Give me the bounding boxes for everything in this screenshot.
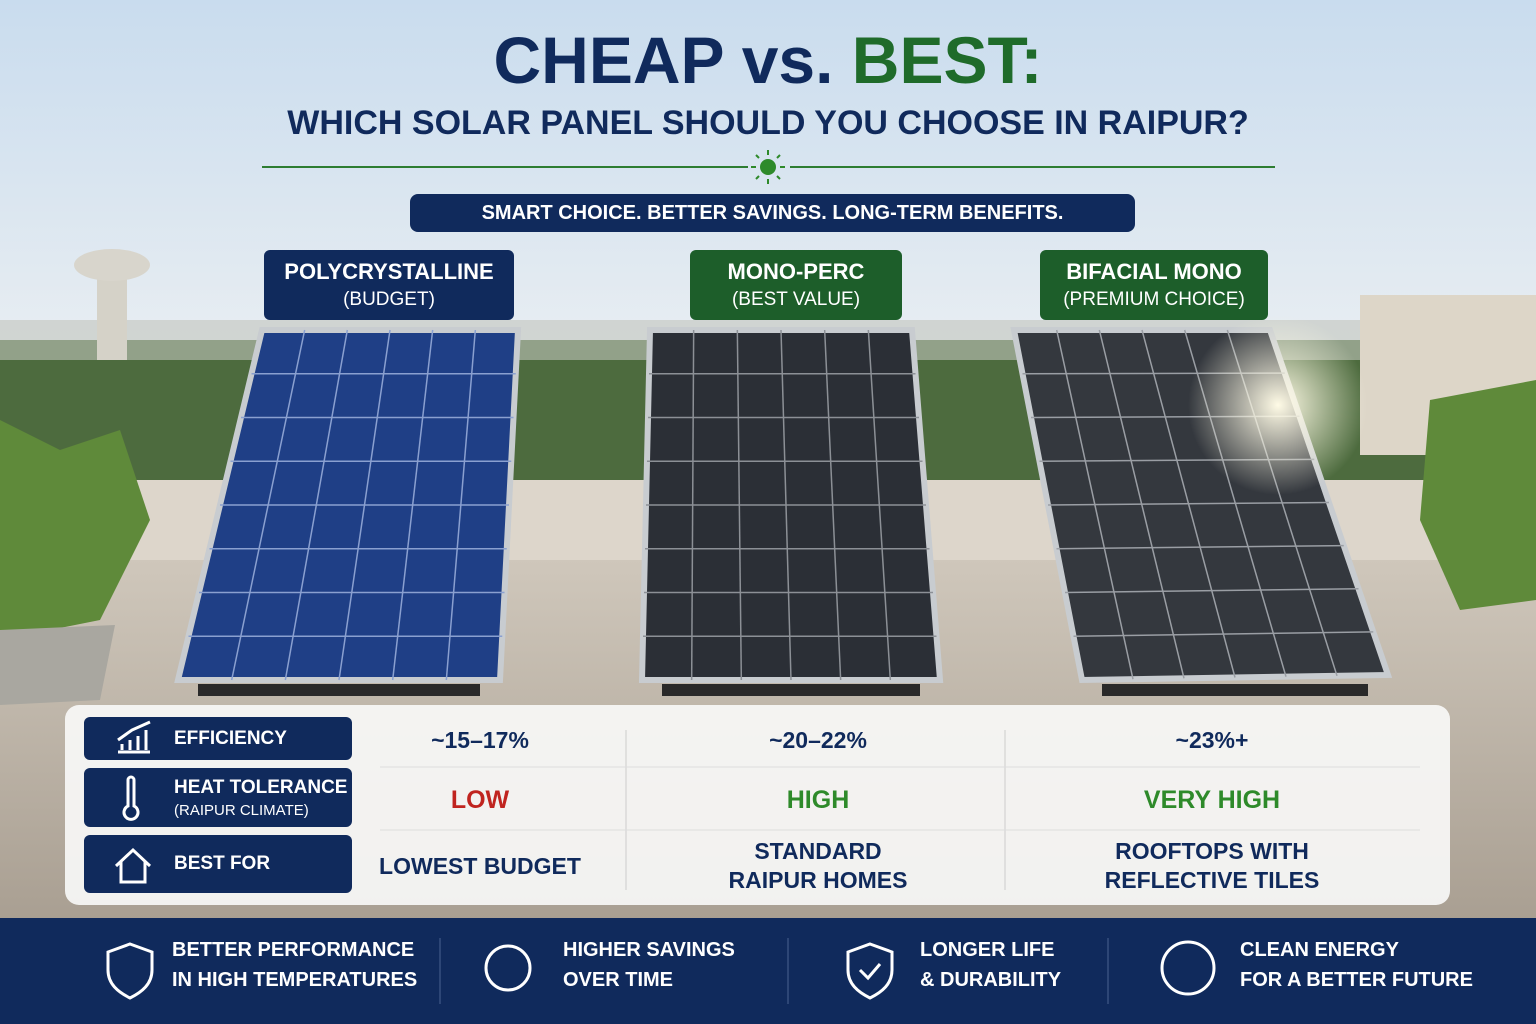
row-label-text: BEST FOR	[174, 853, 271, 874]
title: CHEAP vs. BEST:	[0, 22, 1536, 98]
cell-value: ~23%+	[1175, 727, 1249, 753]
footer-text: IN HIGH TEMPERATURES	[172, 969, 418, 991]
cell-value: ROOFTOPS WITH	[1115, 838, 1309, 864]
title-part: BEST:	[851, 23, 1043, 97]
subtitle: WHICH SOLAR PANEL SHOULD YOU CHOOSE IN R…	[287, 104, 1249, 142]
sun-rays	[751, 150, 785, 184]
plant	[1420, 380, 1536, 610]
panel-note: (BUDGET)	[343, 289, 435, 310]
sun-icon	[760, 159, 776, 175]
panel-cell-line	[1073, 631, 1374, 637]
panel-name: BIFACIAL MONO	[1066, 259, 1242, 284]
panel-stand	[1102, 684, 1368, 696]
cell-value: ~20–22%	[769, 727, 867, 753]
cell-value: LOWEST BUDGET	[379, 852, 581, 879]
tower-top	[74, 249, 150, 281]
row-label-text: EFFICIENCY	[174, 727, 287, 749]
leaf-icon	[1160, 940, 1216, 996]
sun-glare	[1188, 315, 1368, 495]
row-sublabel: (RAIPUR CLIMATE)	[174, 801, 309, 819]
cell-value: ~15–17%	[431, 727, 529, 753]
panel-stand	[662, 684, 920, 696]
cell-value: STANDARD	[754, 838, 882, 864]
panel-stand	[198, 684, 480, 696]
row-label-text: HEAT TOLERANCE	[174, 776, 348, 798]
footer	[0, 918, 1536, 1024]
cell-value: REFLECTIVE TILES	[1104, 867, 1320, 893]
savings-icon	[484, 944, 532, 992]
title-part: CHEAP vs.	[493, 23, 834, 97]
panel-name: POLYCRYSTALLINE	[284, 259, 494, 284]
cell-value: VERY HIGH	[1143, 786, 1281, 814]
tower	[97, 270, 127, 360]
cell-value: HIGH	[786, 786, 850, 814]
panel-note: (PREMIUM CHOICE)	[1063, 289, 1245, 310]
durability-icon	[846, 942, 894, 1000]
footer-icons	[106, 938, 1216, 1004]
footer-text: OVER TIME	[563, 969, 674, 991]
panel-cell-line	[1064, 588, 1359, 594]
footer-text: LONGER LIFE	[920, 939, 1055, 961]
tagline: SMART CHOICE. BETTER SAVINGS. LONG-TERM …	[410, 194, 1135, 232]
footer-text: FOR A BETTER FUTURE	[1240, 969, 1473, 991]
panel-cell-line	[1047, 501, 1330, 506]
cell-value: LOW	[450, 786, 510, 814]
panel-label: MONO-PERC (BEST VALUE)	[690, 250, 902, 320]
panel-note: (BEST VALUE)	[731, 289, 861, 310]
shield-icon	[106, 942, 154, 1000]
footer-text: BETTER PERFORMANCE	[172, 939, 415, 961]
panel-label: POLYCRYSTALLINE (BUDGET)	[264, 250, 514, 320]
pot	[0, 625, 115, 705]
panel-cell-line	[1056, 544, 1344, 550]
panel-name: MONO-PERC	[727, 259, 865, 284]
footer-text: HIGHER SAVINGS	[563, 939, 735, 961]
plant	[0, 420, 150, 640]
panel-label: BIFACIAL MONO (PREMIUM CHOICE)	[1040, 250, 1268, 320]
footer-text: CLEAN ENERGY	[1240, 939, 1399, 961]
cell-value: RAIPUR HOMES	[728, 867, 908, 893]
footer-text: & DURABILITY	[920, 969, 1062, 991]
